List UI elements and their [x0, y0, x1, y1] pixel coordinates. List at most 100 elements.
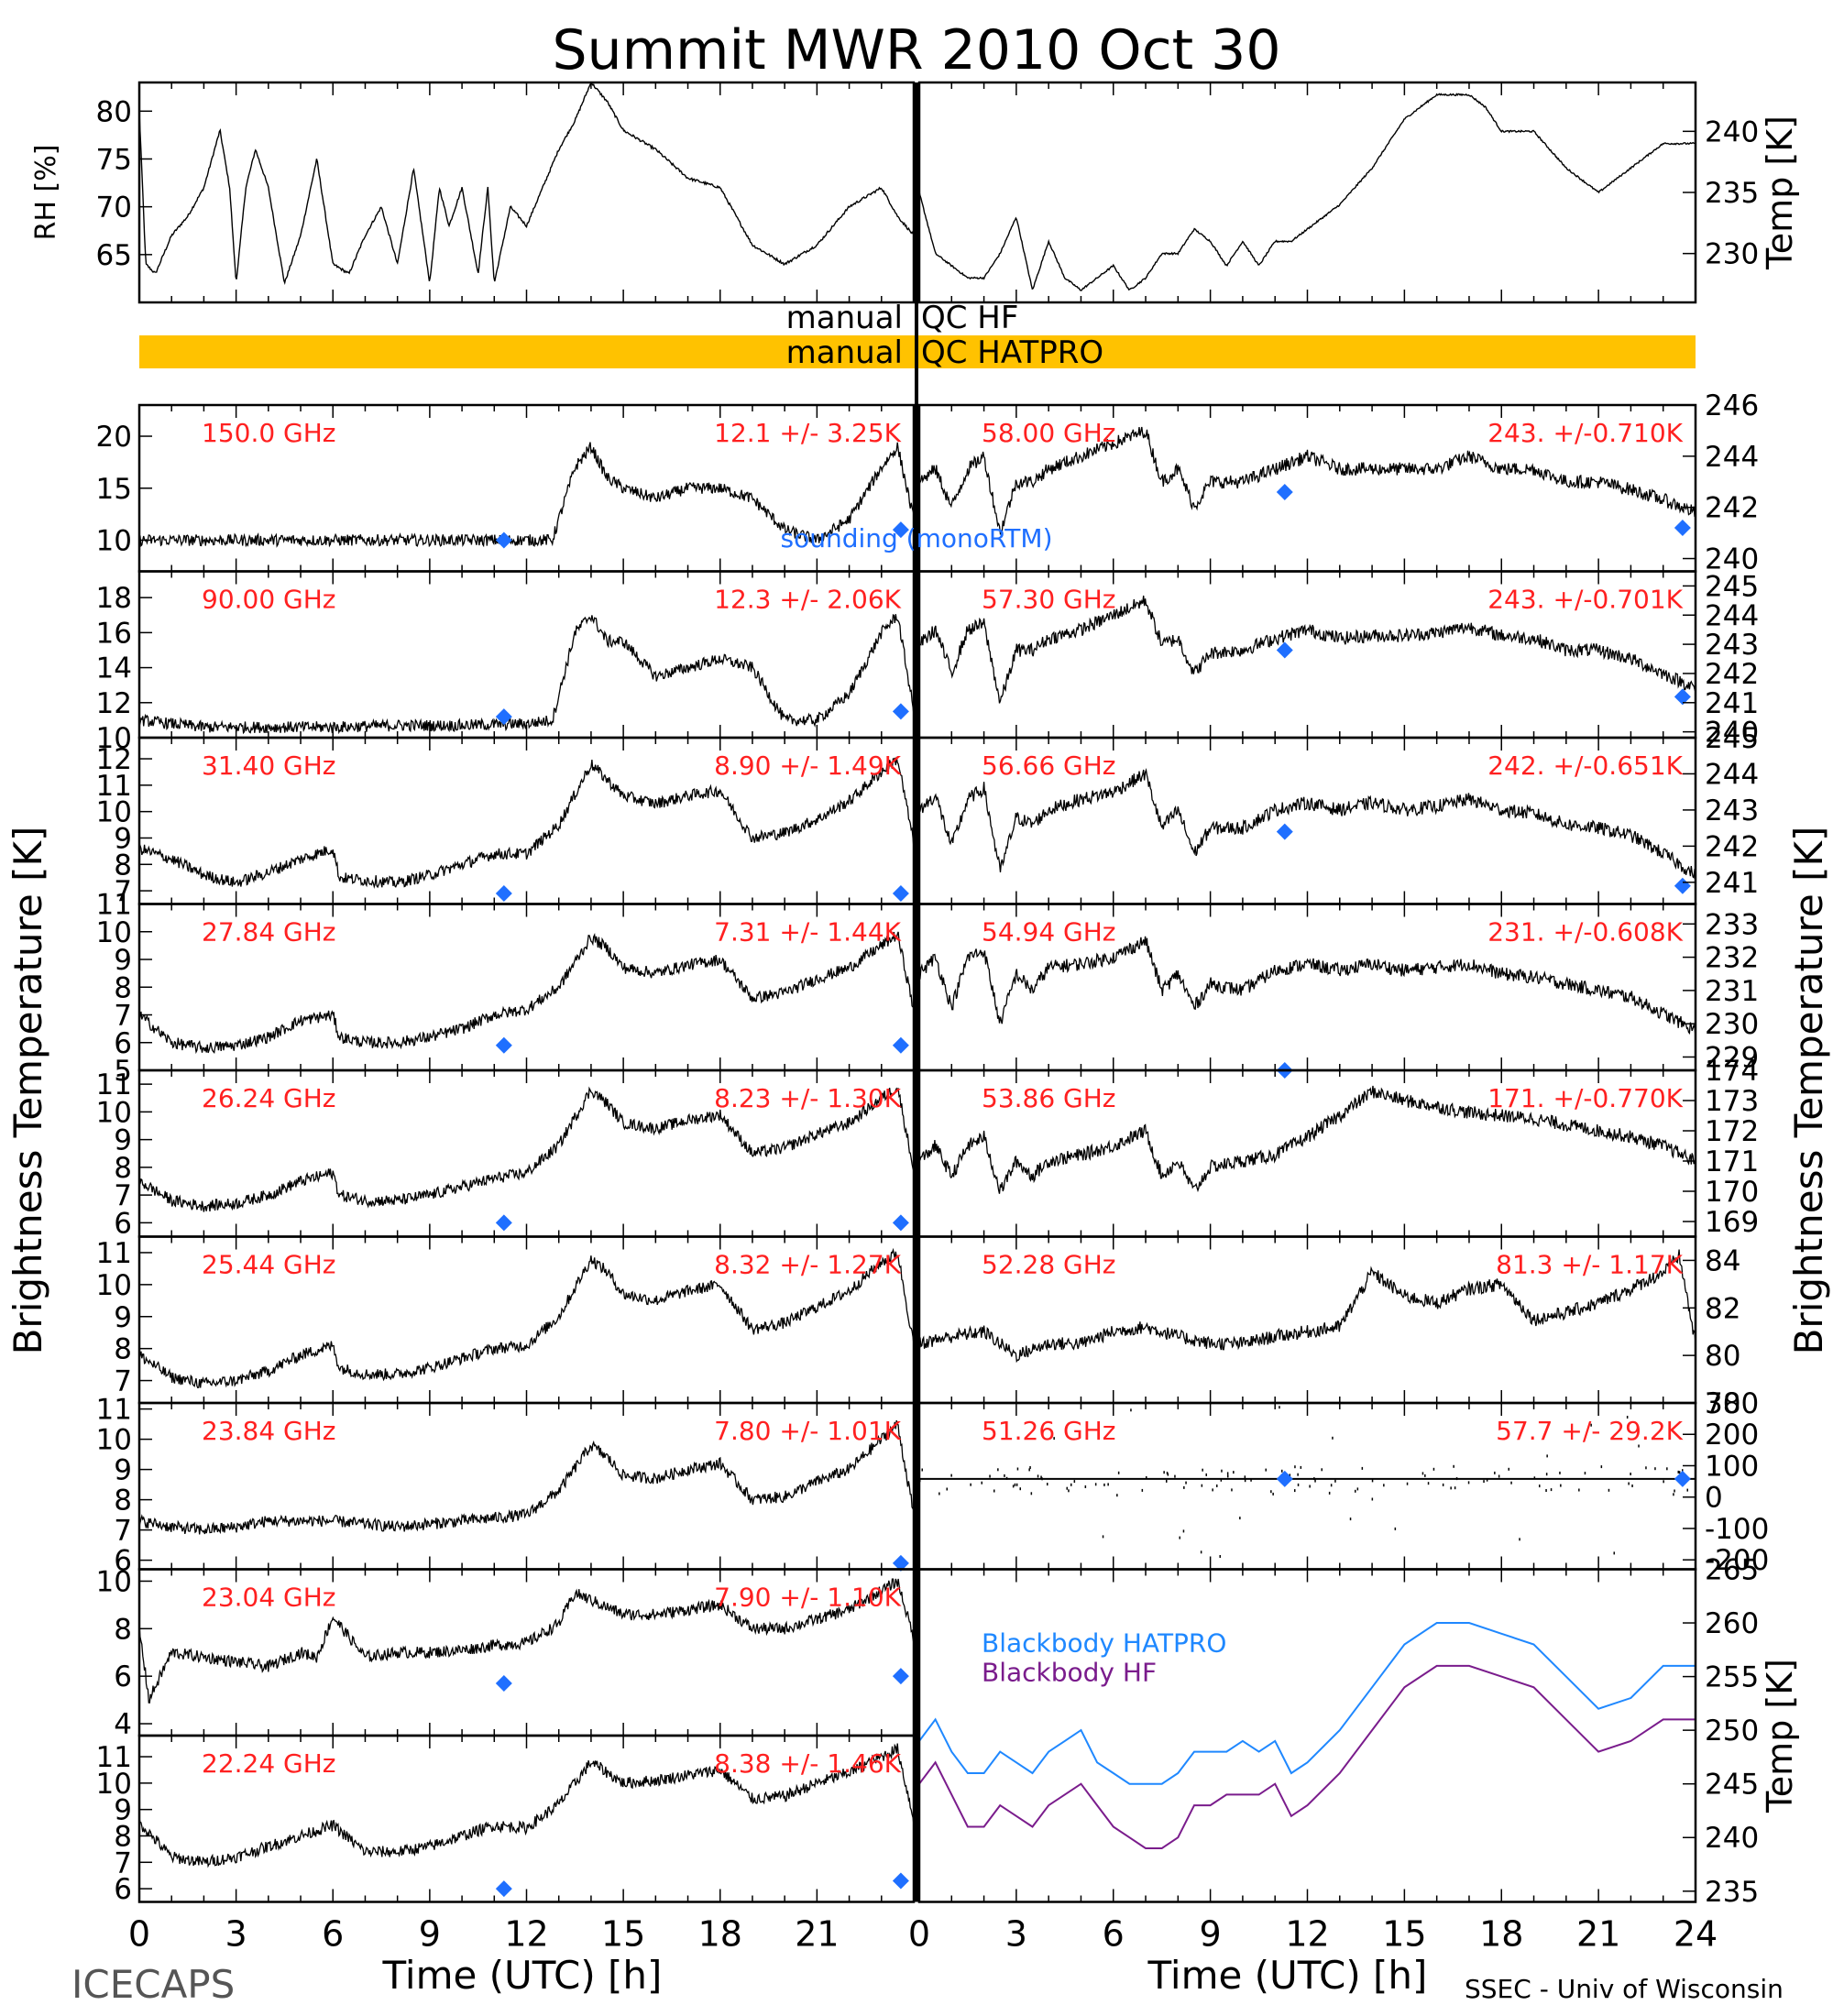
scatter-point [989, 1474, 991, 1478]
scatter-point [1116, 1494, 1118, 1497]
y-tick-label: 11 [96, 1394, 132, 1427]
scatter-point [1682, 1469, 1684, 1473]
series-line-ch23_04 [139, 1578, 914, 1704]
y-tick-label: 7 [114, 1365, 132, 1398]
series-line-blackbody-hatpro [919, 1622, 1696, 1785]
sounding-point [495, 708, 512, 726]
scatter-point [1584, 1472, 1586, 1475]
x-tick-label: 0 [908, 1914, 930, 1955]
scatter-point [1005, 1476, 1008, 1480]
scatter-point [997, 1468, 999, 1472]
panel-frame-rh [137, 81, 916, 304]
y-tick-label: 172 [1705, 1115, 1759, 1148]
freq-label-ch150: 150.0 GHz [202, 418, 336, 448]
y-tick-label: 14 [96, 652, 132, 685]
scatter-point [950, 1474, 952, 1477]
y-tick-label: 65 [96, 239, 132, 272]
scatter-point [1545, 1489, 1547, 1492]
y-tick-label: 242 [1705, 492, 1759, 525]
freq-label-ch56: 56.66 GHz [982, 751, 1116, 781]
y-tick-label: 260 [1705, 1607, 1759, 1640]
scatter-point [1455, 1477, 1458, 1481]
scatter-point [1654, 1467, 1656, 1471]
y-tick-label: 10 [96, 1768, 132, 1801]
scatter-point [1508, 1467, 1509, 1471]
scatter-point [1279, 1406, 1280, 1409]
scatter-point [1539, 1485, 1541, 1488]
x-tick-label: 15 [601, 1914, 645, 1955]
x-tick-label: 6 [1103, 1914, 1125, 1955]
series-line-temp [919, 93, 1696, 291]
scatter-point [1355, 1489, 1356, 1493]
x-tick-label: 24 [1674, 1914, 1718, 1955]
y-tick-label: 6 [114, 1660, 132, 1693]
sounding-point [495, 1036, 512, 1054]
scatter-point [1084, 1485, 1087, 1488]
y-tick-label: 8 [114, 1613, 132, 1646]
y-tick-label: 245 [1705, 570, 1759, 603]
scatter-point [1030, 1492, 1033, 1496]
scatter-point [1205, 1473, 1207, 1476]
stat-label-ch57: 243. +/-0.701K [1487, 585, 1683, 615]
scatter-point [1053, 1437, 1055, 1441]
scatter-point [1281, 1469, 1283, 1473]
freq-label-ch25: 25.44 GHz [202, 1250, 336, 1280]
plot-area-temp [919, 93, 1696, 291]
scatter-point [970, 1483, 971, 1486]
y-tick-label: 11 [96, 1741, 132, 1774]
freq-label-ch23_84: 23.84 GHz [202, 1416, 336, 1446]
scatter-point [1600, 1465, 1603, 1469]
freq-label-ch23_04: 23.04 GHz [202, 1583, 336, 1613]
freq-label-ch57: 57.30 GHz [982, 585, 1116, 615]
scatter-point [1015, 1483, 1018, 1486]
x-tick-label: 12 [504, 1914, 548, 1955]
y-tick-label: 4 [114, 1708, 132, 1741]
scatter-point [1613, 1551, 1615, 1555]
left-y-axis-label: Brightness Temperature [K] [5, 827, 50, 1355]
scatter-point [1265, 1468, 1267, 1472]
scatter-point [1163, 1471, 1165, 1474]
scatter-point [1166, 1479, 1168, 1483]
scatter-point [1330, 1484, 1333, 1487]
y-tick-label: 10 [96, 1269, 132, 1302]
scatter-point [1107, 1483, 1109, 1486]
stat-label-ch23_04: 7.90 +/- 1.10K [714, 1583, 901, 1613]
freq-label-ch22: 22.24 GHz [202, 1748, 336, 1779]
sounding-point [892, 1554, 909, 1572]
scatter-point [1309, 1485, 1311, 1488]
y-tick-label: 244 [1705, 441, 1759, 474]
sounding-point [892, 1668, 909, 1685]
freq-label-ch26: 26.24 GHz [202, 1083, 336, 1113]
sounding-point [892, 1036, 909, 1054]
scatter-point [1231, 1488, 1233, 1492]
scatter-point [1590, 1423, 1592, 1427]
stat-label-ch23_84: 7.80 +/- 1.01K [714, 1416, 901, 1446]
scatter-point [1019, 1487, 1021, 1491]
sounding-point [1674, 1470, 1691, 1487]
y-tick-label: 8 [114, 1485, 132, 1517]
freq-label-ch51: 51.26 GHz [982, 1416, 1116, 1446]
y-tick-label: 7 [114, 1000, 132, 1033]
panel-rh: 65 70 75 80 RH [%] [30, 81, 916, 304]
scatter-point [1498, 1474, 1500, 1478]
plot-area-ch57 [919, 595, 1696, 704]
scatter-point [1546, 1454, 1548, 1458]
scatter-point [1297, 1483, 1300, 1486]
footer-icecaps: ICECAPS [71, 1962, 235, 2007]
scatter-point [1182, 1529, 1185, 1533]
x-tick-label: 12 [1285, 1914, 1329, 1955]
scatter-point [1166, 1472, 1169, 1474]
series-line-ch53 [919, 1085, 1696, 1194]
y-tick-label: 250 [1705, 1715, 1759, 1748]
scatter-point [1628, 1482, 1630, 1485]
y-tick-label: 10 [96, 524, 132, 557]
plot-area-ch23_84 [139, 1419, 914, 1535]
y-axis-label-rh: RH [%] [30, 145, 62, 241]
scatter-point [1483, 1480, 1485, 1484]
plot-area-ch27 [139, 931, 914, 1055]
freq-label-ch52: 52.28 GHz [982, 1250, 1116, 1280]
